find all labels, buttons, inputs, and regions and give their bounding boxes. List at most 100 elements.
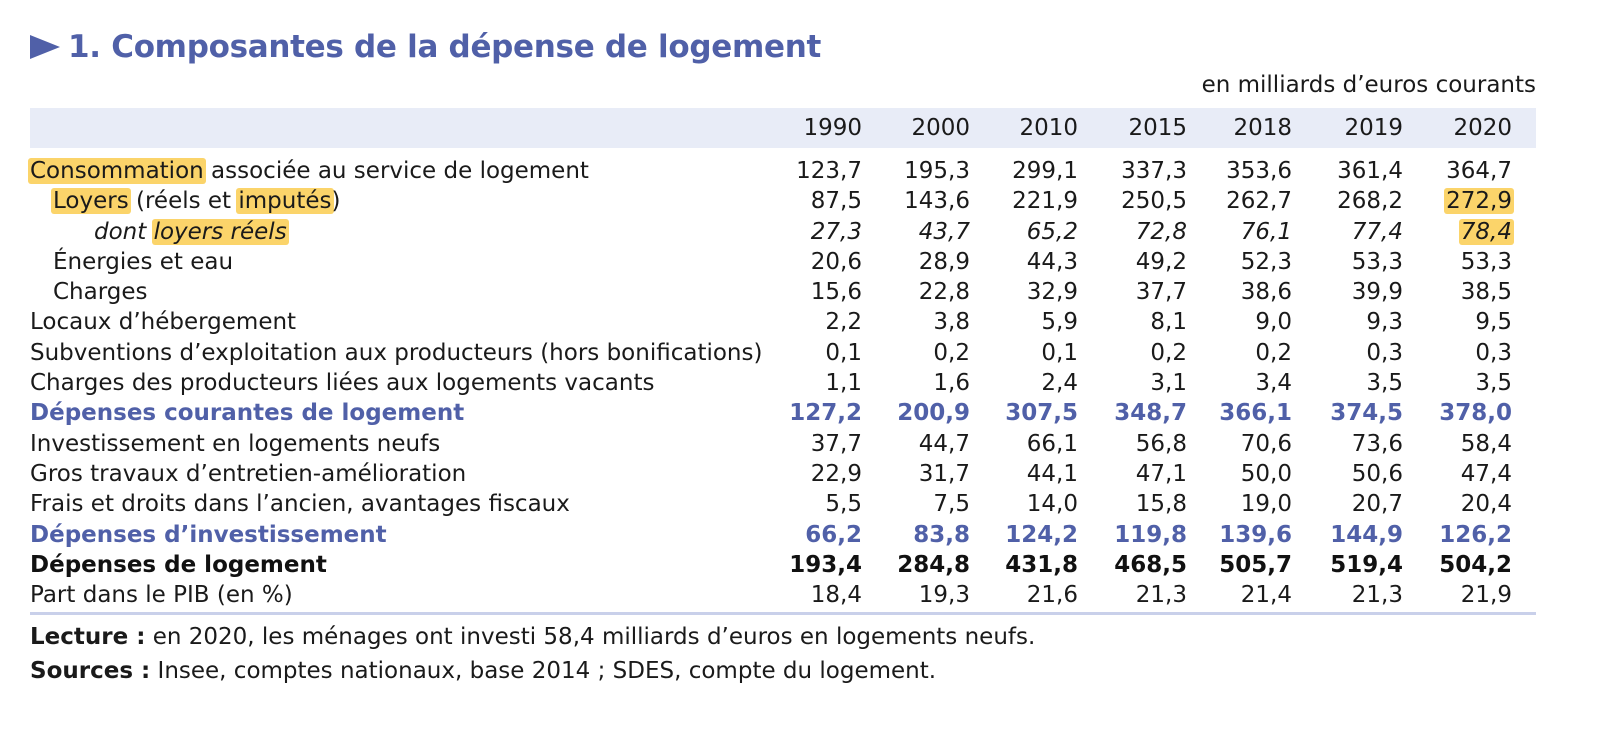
cell-value: 22,9: [810, 460, 862, 487]
cell-value: 87,5: [810, 188, 862, 215]
table-cell: 31,7: [870, 459, 970, 489]
cell-value: 1,1: [825, 370, 862, 397]
label-text: Frais et droits dans l’ancien, avantages…: [30, 491, 570, 518]
cell-value: 139,6: [1219, 521, 1292, 548]
cell-value: 44,7: [918, 430, 970, 457]
table-cell: 19,0: [1192, 489, 1292, 519]
table-cell: 2,2: [762, 307, 862, 337]
cell-value: 83,8: [913, 521, 970, 548]
cell-value: 50,6: [1351, 460, 1403, 487]
cell-value: 221,9: [1012, 188, 1078, 215]
cell-value: 3,4: [1255, 370, 1292, 397]
table-cell: 20,4: [1412, 489, 1512, 519]
cell-value: 38,6: [1240, 279, 1292, 306]
table-cell: 21,9: [1412, 580, 1512, 610]
highlighted-text: Consommation: [28, 158, 206, 184]
cell-value: 44,3: [1026, 248, 1078, 275]
table-cell: 38,5: [1412, 277, 1512, 307]
table-row: Loyers (réels et imputés) 87,5 143,6 221,9 2…: [30, 186, 1536, 216]
table-cell: 14,0: [978, 489, 1078, 519]
unit-label: en milliards d’euros courants: [1201, 72, 1536, 98]
table-cell: 47,4: [1412, 459, 1512, 489]
table-cell: 3,1: [1087, 368, 1187, 398]
table-cell: 7,5: [870, 489, 970, 519]
table-cell: 262,7: [1192, 186, 1292, 216]
cell-value: 144,9: [1330, 521, 1403, 548]
table-cell: 53,3: [1303, 247, 1403, 277]
table-cell: 56,8: [1087, 429, 1187, 459]
reading-note-text: en 2020, les ménages ont investi 58,4 mi…: [145, 624, 1036, 650]
cell-value: 20,4: [1460, 491, 1512, 518]
table-row: Frais et droits dans l’ancien, avantages…: [30, 489, 1536, 519]
highlighted-text: imputés: [236, 188, 334, 215]
sources-note: Sources : Insee, comptes nationaux, base…: [30, 658, 936, 684]
sources-note-label: Sources :: [30, 658, 151, 684]
table-cell: 468,5: [1087, 550, 1187, 580]
table-cell: 0,3: [1412, 338, 1512, 368]
label-text: Charges des producteurs liées aux logeme…: [30, 370, 655, 397]
cell-value: 0,3: [1475, 339, 1512, 366]
cell-value: 5,9: [1041, 309, 1078, 336]
table-cell: 70,6: [1192, 429, 1292, 459]
table-row: dont loyers réels 27,3 43,7 65,2 72,8 76,1 77,…: [30, 217, 1536, 247]
highlighted-text: Loyers: [51, 188, 131, 215]
table-cell: 37,7: [762, 429, 862, 459]
table-row: Dépenses de logement 193,4 284,8 431,8 468,5…: [30, 550, 1536, 580]
row-label: Énergies et eau: [53, 247, 233, 277]
table-cell: 53,3: [1412, 247, 1512, 277]
table-cell: 364,7: [1412, 156, 1512, 186]
table-cell: 0,1: [762, 338, 862, 368]
table-cell: 361,4: [1303, 156, 1403, 186]
table-cell: 431,8: [978, 550, 1078, 580]
row-label: Consommation associée au service de loge…: [28, 156, 589, 186]
table-cell: 284,8: [870, 550, 970, 580]
cell-value: 20,6: [810, 248, 862, 275]
table-row: Consommation associée au service de loge…: [28, 156, 1536, 186]
label-text: Dépenses courantes de logement: [30, 400, 465, 427]
cell-value: 7,5: [933, 491, 970, 518]
cell-value: 44,1: [1026, 460, 1078, 487]
table-cell: 44,3: [978, 247, 1078, 277]
row-label: Gros travaux d’entretien-amélioration: [30, 459, 466, 489]
table-cell: 0,2: [870, 338, 970, 368]
cell-value: 361,4: [1337, 158, 1403, 184]
table-title: 1. Composantes de la dépense de logement: [30, 22, 821, 72]
label-text: (réels et: [128, 188, 239, 215]
table-cell: 37,7: [1087, 277, 1187, 307]
label-text: Subventions d’exploitation aux producteu…: [30, 339, 763, 366]
cell-value: 53,3: [1351, 248, 1403, 275]
cell-value: 307,5: [1005, 400, 1078, 427]
table-cell: 20,7: [1303, 489, 1403, 519]
table-cell: 21,4: [1192, 580, 1292, 610]
row-label: Dépenses d’investissement: [30, 520, 387, 550]
cell-value: 52,3: [1240, 248, 1292, 275]
table-cell: 126,2: [1412, 520, 1512, 550]
cell-value: 124,2: [1005, 521, 1078, 548]
table-cell: 20,6: [762, 247, 862, 277]
cell-value: 200,9: [897, 400, 970, 427]
cell-value: 0,2: [933, 339, 970, 366]
table-cell: 87,5: [762, 186, 862, 216]
table-cell: 9,3: [1303, 307, 1403, 337]
cell-value: 353,6: [1226, 158, 1292, 184]
cell-value: 519,4: [1330, 551, 1403, 578]
label-text: ): [331, 188, 341, 215]
table-cell: 0,3: [1303, 338, 1403, 368]
table-cell: 378,0: [1412, 398, 1512, 428]
table-cell: 52,3: [1192, 247, 1292, 277]
label-text: Investissement en logements neufs: [30, 430, 441, 457]
table-body: Consommation associée au service de loge…: [28, 148, 1536, 610]
cell-value: 3,1: [1150, 370, 1187, 397]
cell-value: 262,7: [1226, 188, 1292, 215]
table-cell: 39,9: [1303, 277, 1403, 307]
table-row: Charges 15,6 22,8 32,9 37,7 38,6 39,9 38,5: [30, 277, 1536, 307]
cell-value: 3,5: [1475, 370, 1512, 397]
table-cell: 299,1: [978, 156, 1078, 186]
column-header-2019: 2019: [1344, 115, 1403, 141]
table-cell: 50,0: [1192, 459, 1292, 489]
table-cell: 366,1: [1192, 398, 1292, 428]
cell-value: 9,5: [1475, 309, 1512, 336]
table-cell: 66,2: [762, 520, 862, 550]
table-cell: 193,4: [762, 550, 862, 580]
cell-value: 66,2: [805, 521, 862, 548]
